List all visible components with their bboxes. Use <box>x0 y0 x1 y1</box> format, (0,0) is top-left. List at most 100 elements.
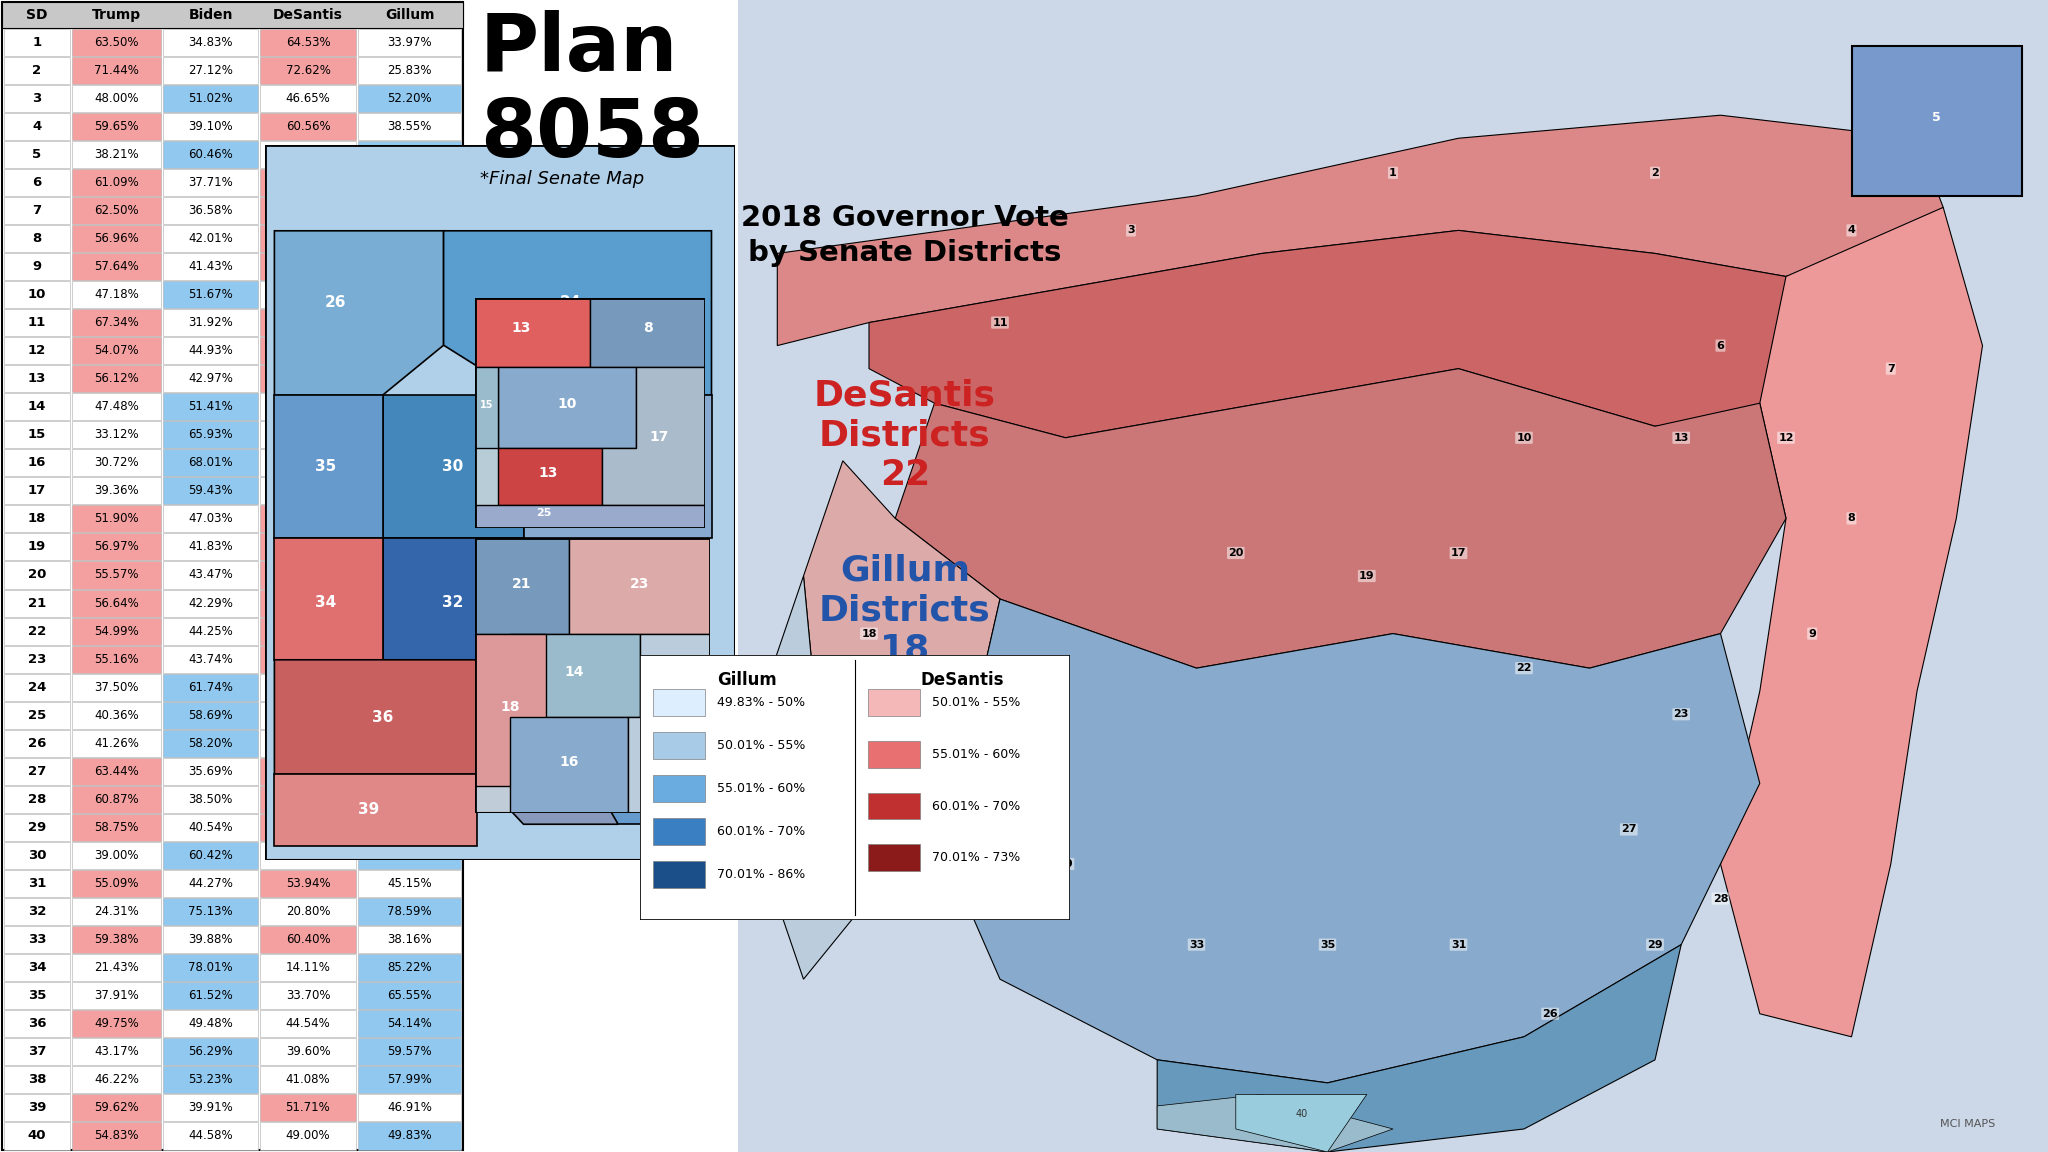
Text: 60.56%: 60.56% <box>285 120 330 132</box>
Bar <box>653 862 705 888</box>
Text: 64.53%: 64.53% <box>285 36 330 48</box>
Bar <box>358 561 461 589</box>
Text: 14: 14 <box>29 400 47 414</box>
Bar <box>72 1094 160 1121</box>
Polygon shape <box>444 230 711 395</box>
Bar <box>72 449 160 476</box>
Bar <box>72 926 160 953</box>
Text: 24: 24 <box>559 295 582 310</box>
Text: 65.36%: 65.36% <box>387 681 432 694</box>
Bar <box>358 983 461 1009</box>
Bar <box>4 617 70 645</box>
Text: 36.34%: 36.34% <box>285 708 330 721</box>
Text: 31.92%: 31.92% <box>188 316 233 329</box>
Text: 59.62%: 59.62% <box>94 1101 139 1114</box>
Text: 57.99%: 57.99% <box>387 1074 432 1086</box>
Text: 51.41%: 51.41% <box>188 400 233 414</box>
Bar <box>72 814 160 841</box>
Bar <box>358 197 461 223</box>
Polygon shape <box>524 660 711 824</box>
Text: 47.48%: 47.48% <box>94 400 139 414</box>
Text: 71.44%: 71.44% <box>94 63 139 76</box>
Text: 40: 40 <box>29 1129 47 1143</box>
Text: 7: 7 <box>1886 364 1894 373</box>
Text: Plan: Plan <box>479 10 678 88</box>
Bar <box>868 741 920 767</box>
Bar <box>72 590 160 616</box>
Bar <box>164 729 258 757</box>
Bar <box>260 477 356 505</box>
Bar <box>260 393 356 420</box>
Bar <box>164 1010 258 1037</box>
Text: 12: 12 <box>29 344 47 357</box>
Text: 61.82%: 61.82% <box>387 147 432 161</box>
Text: 30: 30 <box>29 849 47 862</box>
Bar <box>72 338 160 364</box>
Bar <box>4 786 70 813</box>
Text: 42.86%: 42.86% <box>387 568 432 582</box>
Polygon shape <box>274 774 477 846</box>
Text: 8: 8 <box>33 232 41 245</box>
Text: 62.28%: 62.28% <box>387 708 432 721</box>
Text: 37.50%: 37.50% <box>94 681 139 694</box>
Text: 54.99%: 54.99% <box>94 624 139 637</box>
Polygon shape <box>934 599 1759 1083</box>
Bar <box>260 84 356 112</box>
Text: 46.91%: 46.91% <box>387 1101 432 1114</box>
Bar <box>4 309 70 336</box>
Text: 48.23%: 48.23% <box>387 513 432 525</box>
Text: 60.46%: 60.46% <box>188 147 233 161</box>
Text: 56.97%: 56.97% <box>94 540 139 553</box>
Bar <box>72 870 160 897</box>
Text: 55.16%: 55.16% <box>94 653 139 666</box>
Text: 35: 35 <box>315 460 336 475</box>
Text: 37.71%: 37.71% <box>188 176 233 189</box>
Text: 26: 26 <box>1542 1009 1559 1018</box>
Bar <box>164 983 258 1009</box>
Bar <box>72 954 160 982</box>
Text: 22: 22 <box>1516 664 1532 673</box>
Text: SD: SD <box>27 8 47 22</box>
Bar <box>164 141 258 168</box>
Bar <box>4 954 70 982</box>
Bar <box>358 1010 461 1037</box>
Text: 44.58%: 44.58% <box>188 1129 233 1143</box>
Text: 21.43%: 21.43% <box>94 961 139 975</box>
Text: 7: 7 <box>33 204 41 217</box>
Text: 55.57%: 55.57% <box>94 568 139 582</box>
Polygon shape <box>498 367 637 447</box>
Bar <box>4 1094 70 1121</box>
Text: 17: 17 <box>649 430 670 444</box>
Text: 55.01% - 60%: 55.01% - 60% <box>717 782 805 795</box>
Polygon shape <box>629 635 711 813</box>
Polygon shape <box>383 395 524 538</box>
Bar <box>260 533 356 561</box>
Text: 13: 13 <box>29 372 47 385</box>
Text: 52.28%: 52.28% <box>387 400 432 414</box>
Text: 55.73%: 55.73% <box>287 568 330 582</box>
Text: 55.01% - 60%: 55.01% - 60% <box>932 748 1020 760</box>
Bar <box>358 758 461 785</box>
Text: 32: 32 <box>442 596 463 611</box>
Polygon shape <box>477 660 618 824</box>
Bar <box>4 393 70 420</box>
Text: 49.83% - 50%: 49.83% - 50% <box>717 696 805 710</box>
Bar <box>653 733 705 759</box>
Bar <box>72 141 160 168</box>
Text: 37.49%: 37.49% <box>285 484 330 498</box>
Bar <box>358 113 461 139</box>
Text: 55.09%: 55.09% <box>94 877 139 890</box>
Text: 39.91%: 39.91% <box>188 1101 233 1114</box>
Text: 43.74%: 43.74% <box>188 653 233 666</box>
Text: 40: 40 <box>1294 1109 1307 1120</box>
Bar <box>260 29 356 55</box>
Text: 38: 38 <box>29 1074 47 1086</box>
Bar <box>164 758 258 785</box>
Bar <box>358 141 461 168</box>
Bar <box>358 842 461 869</box>
Bar <box>72 477 160 505</box>
Text: 3: 3 <box>33 92 41 105</box>
Bar <box>358 926 461 953</box>
Text: 85.22%: 85.22% <box>387 961 432 975</box>
Text: 17: 17 <box>29 484 47 498</box>
